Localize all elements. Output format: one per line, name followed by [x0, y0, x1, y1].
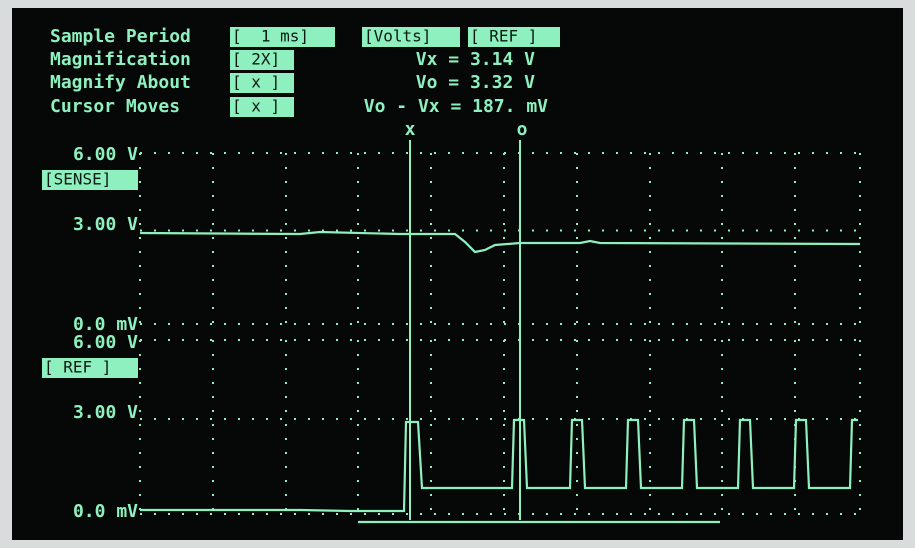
cursor-label: o: [517, 119, 528, 140]
readout: Vo = 3.32 V: [416, 72, 535, 93]
setting-button[interactable]: [ x ]: [232, 97, 280, 116]
mode-button[interactable]: [ REF ]: [470, 27, 537, 46]
axis-label: 3.00 V: [73, 402, 138, 423]
oscilloscope-screen: Sample Period [ 1 ms] Magnification [ 2X] Ma…: [0, 0, 915, 548]
setting-button[interactable]: [ 2X]: [232, 50, 280, 69]
readout: Vo - Vx = 187. mV: [364, 96, 548, 117]
setting-button[interactable]: [ 1 ms]: [232, 27, 309, 46]
cursor-label: x: [405, 119, 416, 140]
mode-button[interactable]: [Volts]: [364, 27, 431, 46]
setting-label: Magnification: [50, 49, 191, 70]
channel-button[interactable]: [ REF ]: [44, 358, 111, 377]
setting-label: Cursor Moves: [50, 96, 180, 117]
axis-label: 3.00 V: [73, 214, 138, 235]
setting-button[interactable]: [ x ]: [232, 73, 280, 92]
readout: Vx = 3.14 V: [416, 49, 535, 70]
setting-label: Magnify About: [50, 72, 191, 93]
axis-label: 6.00 V: [73, 332, 138, 353]
axis-label: 0.0 mV: [73, 501, 138, 522]
setting-label: Sample Period: [50, 26, 191, 47]
channel-button[interactable]: [SENSE]: [44, 170, 111, 189]
axis-label: 6.00 V: [73, 144, 138, 165]
